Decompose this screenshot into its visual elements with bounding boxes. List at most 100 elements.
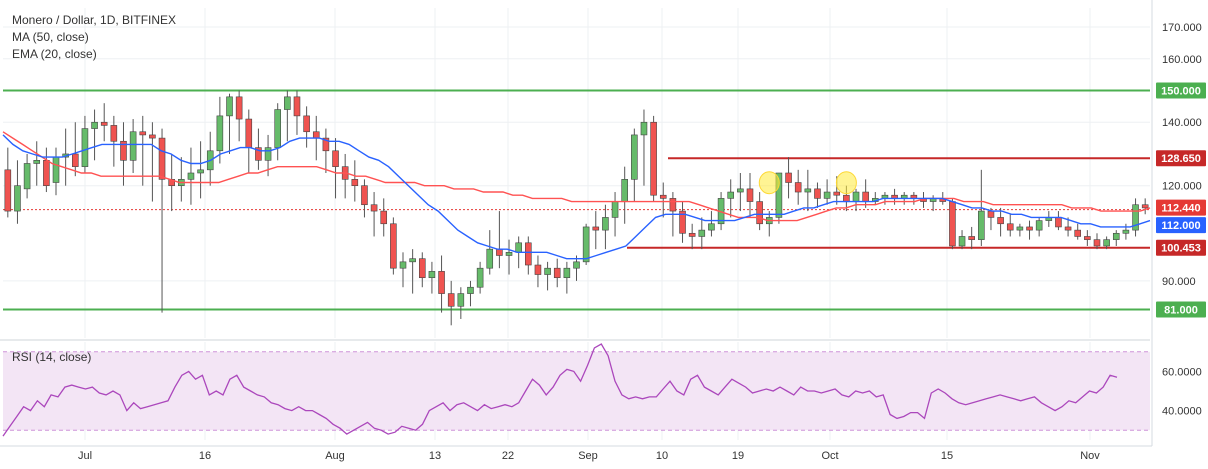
candle	[390, 223, 397, 269]
label-100: 100.453	[1161, 243, 1201, 255]
horizontal-levels	[3, 89, 1150, 311]
candle	[14, 185, 21, 212]
legend-ma50: MA (50, close)	[12, 30, 89, 44]
candle	[611, 201, 619, 218]
candle	[428, 271, 436, 279]
candle	[496, 248, 503, 256]
candle	[418, 258, 426, 279]
rsi-band	[3, 351, 1150, 431]
candle	[1084, 236, 1091, 240]
candle	[573, 261, 580, 269]
label-128-box	[1156, 150, 1206, 167]
candle	[23, 163, 31, 190]
candle	[1122, 229, 1130, 234]
candle	[293, 96, 301, 117]
candle	[775, 172, 783, 218]
candle	[43, 160, 50, 186]
label-81: 81.000	[1164, 304, 1198, 316]
candle	[553, 267, 561, 279]
candle	[679, 210, 686, 234]
main-legend: Monero / Dollar, 1D, BITFINEX MA (50, cl…	[12, 12, 176, 63]
indicator-lines	[2, 131, 1151, 260]
price-tick-label: 170.000	[1162, 22, 1202, 34]
label-150: 150.000	[1161, 86, 1201, 98]
candle	[756, 201, 763, 225]
time-tick-label: 13	[429, 450, 441, 462]
rsi-legend: RSI (14, close)	[12, 349, 91, 366]
label-current-price: 112.440	[1161, 203, 1200, 215]
candle	[255, 147, 262, 161]
time-tick-label: Sep	[578, 450, 598, 462]
candle	[33, 160, 41, 164]
price-labels: 150.000 81.000 128.650 100.453 112.440 112.00…	[1156, 82, 1206, 318]
candle	[1064, 226, 1072, 231]
price-tick-label: 160.000	[1162, 54, 1202, 66]
candle	[235, 96, 243, 120]
candle	[968, 236, 975, 240]
candle	[322, 137, 330, 152]
candle	[226, 96, 233, 117]
candle	[1074, 229, 1081, 237]
candle	[457, 293, 465, 307]
time-tick-label: 10	[656, 450, 668, 462]
candle	[833, 191, 841, 196]
time-tick-label: 15	[941, 450, 953, 462]
candle	[1093, 239, 1101, 247]
candle	[669, 198, 677, 212]
candle	[804, 188, 812, 193]
candle	[284, 96, 291, 110]
candle	[843, 194, 850, 202]
rsi-band-fill	[3, 351, 1150, 431]
candle	[727, 191, 735, 199]
candle	[370, 204, 378, 212]
candle	[534, 264, 542, 275]
candle	[4, 169, 12, 212]
candle	[447, 293, 455, 307]
chart-title: Monero / Dollar, 1D, BITFINEX	[12, 13, 177, 27]
candle	[746, 188, 754, 202]
candle	[81, 128, 89, 167]
label-150-box	[1156, 82, 1206, 99]
candle	[52, 156, 60, 183]
candle	[515, 242, 522, 253]
candle	[737, 188, 744, 193]
candle	[158, 137, 166, 180]
candle	[987, 210, 995, 218]
candle	[149, 134, 156, 139]
candle	[139, 131, 147, 136]
candle	[351, 179, 359, 186]
label-ema-price: 112.000	[1161, 220, 1200, 232]
candle	[823, 191, 831, 199]
candle	[216, 115, 224, 152]
candle	[110, 125, 118, 142]
candle	[312, 131, 320, 139]
candle	[978, 210, 985, 240]
time-tick-label: Aug	[325, 450, 345, 462]
candle	[582, 226, 590, 263]
label-81-box	[1156, 301, 1206, 318]
time-tick-label: Jul	[78, 450, 92, 462]
candle	[129, 131, 137, 161]
candle	[303, 115, 310, 133]
candle	[1035, 220, 1043, 231]
candle	[1026, 226, 1033, 231]
candle	[476, 267, 484, 288]
price-tick-label: 120.000	[1162, 181, 1202, 193]
rsi-tick-label: 40.0000	[1162, 406, 1202, 418]
candle	[1132, 204, 1139, 231]
candle	[72, 153, 79, 167]
candle	[467, 286, 474, 294]
legend-ema20: EMA (20, close)	[12, 47, 97, 61]
candle	[650, 121, 657, 196]
candle	[631, 134, 638, 180]
candle	[698, 229, 706, 237]
candle	[505, 252, 513, 256]
candle	[91, 121, 98, 129]
candle	[852, 191, 860, 202]
label-128: 128.650	[1161, 153, 1201, 165]
candle	[438, 271, 445, 294]
candle	[997, 217, 1004, 225]
candle	[794, 182, 802, 193]
candle	[563, 267, 571, 279]
